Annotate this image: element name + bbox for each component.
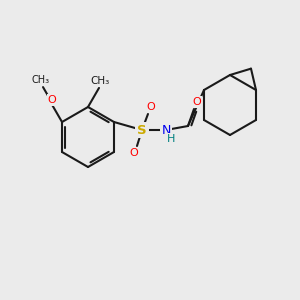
- Text: S: S: [137, 124, 147, 136]
- Text: N: N: [161, 124, 171, 136]
- Text: O: O: [48, 95, 56, 105]
- Text: CH₃: CH₃: [90, 76, 110, 86]
- Text: H: H: [167, 134, 175, 144]
- Text: O: O: [130, 148, 138, 158]
- Text: CH₃: CH₃: [32, 75, 50, 85]
- Text: O: O: [147, 102, 155, 112]
- Text: O: O: [193, 97, 201, 107]
